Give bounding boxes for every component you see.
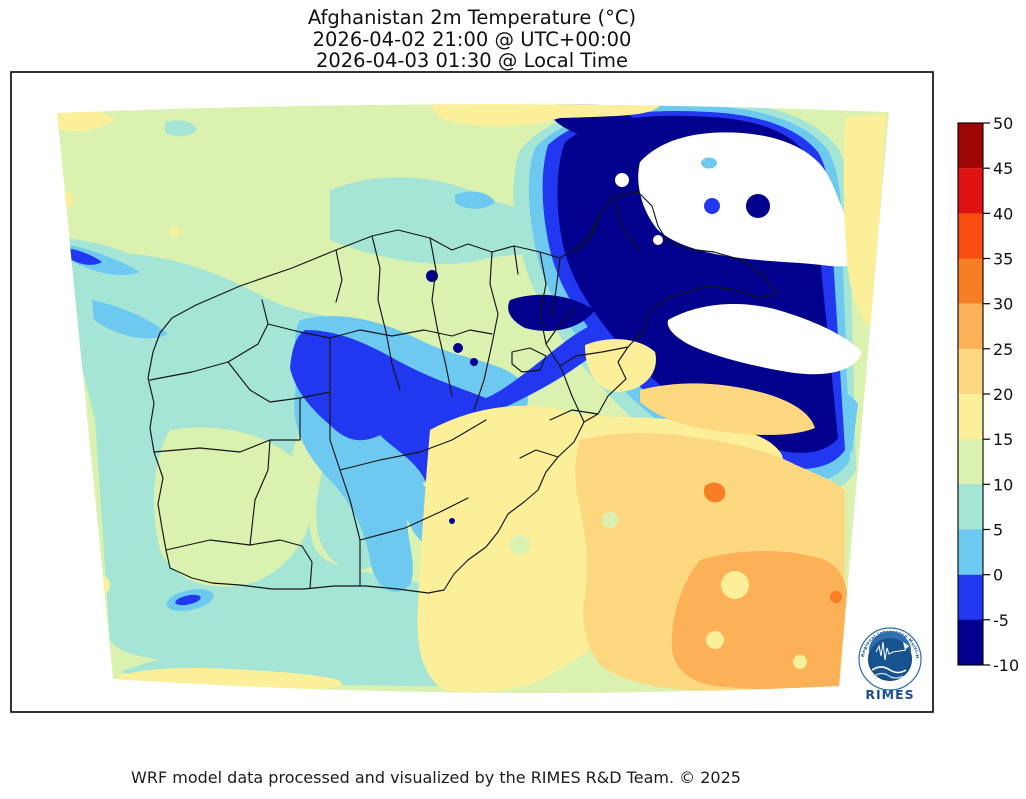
colorbar-tick-label: 25 [993,340,1013,359]
colorbar-band [958,213,983,259]
temp-layer-25-30 [671,551,849,691]
colorbar-tick-labels: 50 45 40 35 30 25 20 15 10 5 0 -5 -10 [993,114,1019,675]
colorbar-band [958,619,983,666]
colorbar-band [958,258,983,304]
title-line-3: 2026-04-03 01:30 @ Local Time [315,49,629,72]
temp-layer-30-35 [703,482,842,603]
colorbar-tick-label: 10 [993,475,1013,494]
colorbar-tick-label: 0 [993,566,1003,585]
colorbar-tick-label: 40 [993,204,1013,223]
logo-name-label: RIMES [865,687,914,702]
satellite-icon [903,642,909,650]
colorbar: 50 45 40 35 30 25 20 15 10 5 0 -5 -10 [957,114,1019,675]
colorbar-tick-label: 5 [993,521,1003,540]
warm-sector-patches [154,427,807,669]
colorbar-ticks [983,122,990,666]
colorbar-tick-label: -5 [993,611,1009,630]
colorbar-tick-label: 45 [993,159,1013,178]
title-line-1: Afghanistan 2m Temperature (°C) [307,6,637,29]
chart-title: Afghanistan 2m Temperature (°C) 2026-04-… [11,7,933,72]
wave-icon-2 [873,672,904,679]
logo-globe-upper [869,631,911,655]
colorbar-band [958,123,983,169]
colorbar-band [958,168,983,214]
colorbar-tick-label: -10 [993,656,1019,675]
colorbar-band [958,303,983,349]
wave-icon [871,666,907,674]
colorbar-band [958,439,983,485]
attribution-footer: WRF model data processed and visualized … [131,768,741,787]
colorbar-band [958,394,983,440]
mountain-lake [701,157,717,169]
title-line-2: 2026-04-02 21:00 @ UTC+00:00 [312,27,632,51]
colorbar-tick-label: 50 [993,114,1013,133]
cold-core-accents [701,157,770,218]
province-boundaries [147,191,779,594]
colorbar-tick-label: 15 [993,430,1013,449]
colorbar-band [958,348,983,395]
seismogram-icon [875,641,907,661]
map-domain [57,104,889,694]
colorbar-tick-label: 35 [993,250,1013,269]
colorbar-band [958,529,983,575]
colorbar-band [958,484,983,530]
colorbar-tick-label: 20 [993,385,1013,404]
colorbar-band [958,574,983,620]
colorbar-tick-label: 30 [993,295,1013,314]
axes-frame [10,71,934,713]
